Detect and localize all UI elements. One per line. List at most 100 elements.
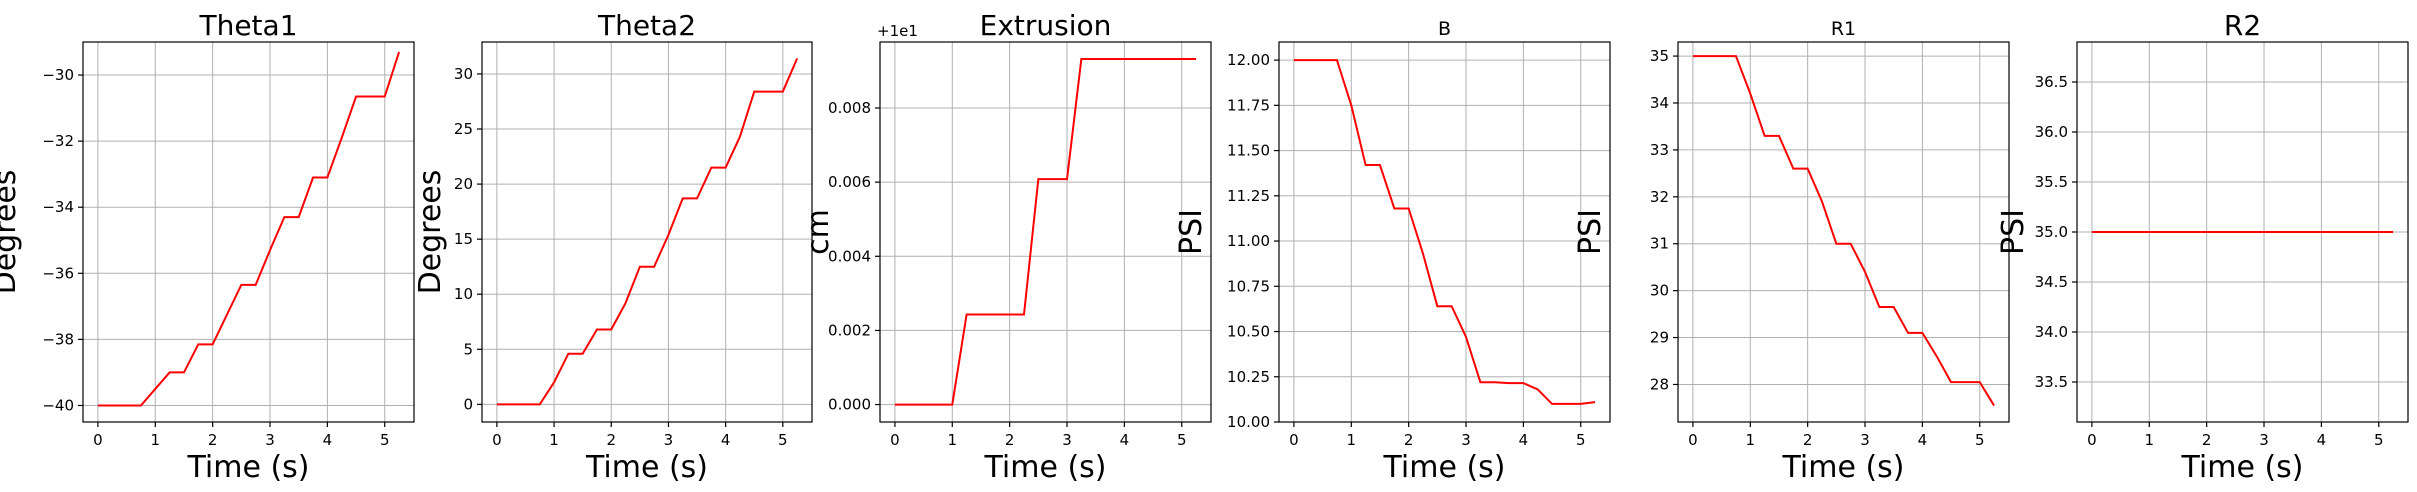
x-tick-label: 4 bbox=[1120, 431, 1130, 449]
y-tick-label: −30 bbox=[42, 66, 74, 84]
subplot-theta1: 0 1 2 3 4 5 −40 −38 −36 −34 −32 −30 Theta1 Time (s) De… bbox=[0, 9, 415, 485]
y-tick-label: 10.00 bbox=[1227, 413, 1270, 431]
y-tick-label: 0.000 bbox=[828, 396, 871, 414]
subplot-r2: 0 1 2 3 4 5 33.5 34.0 34.5 35.0 35.5 36.0 36.5 R2 Time… bbox=[1996, 9, 2409, 485]
series-line bbox=[1293, 59, 1596, 405]
x-tick-label: 0 bbox=[890, 431, 900, 449]
y-axis-label: PSI bbox=[1996, 209, 2031, 255]
y-tick-label: 11.25 bbox=[1227, 187, 1270, 205]
x-tick-label: 5 bbox=[1177, 431, 1187, 449]
y-tick-label: 32 bbox=[1650, 188, 1669, 206]
x-tick-label: 5 bbox=[778, 431, 788, 449]
x-tick-label: 4 bbox=[323, 431, 333, 449]
series-line bbox=[1692, 55, 1995, 407]
y-tick-label: 10.50 bbox=[1227, 323, 1270, 341]
y-tick-label: 10.25 bbox=[1227, 368, 1270, 386]
y-tick-label: 36.5 bbox=[2035, 73, 2068, 91]
x-axis-label: Time (s) bbox=[2181, 450, 2304, 485]
series-line bbox=[97, 51, 401, 407]
axes-frame bbox=[879, 41, 1212, 423]
y-tick-label: 35 bbox=[1650, 47, 1669, 65]
x-tick-label: 1 bbox=[2145, 431, 2155, 449]
x-tick-label: 1 bbox=[151, 431, 161, 449]
subplot-title: Extrusion bbox=[980, 9, 1112, 42]
y-tick-label: 5 bbox=[463, 340, 473, 358]
x-axis-label: Time (s) bbox=[585, 450, 708, 485]
subplot-title: R1 bbox=[1831, 18, 1856, 40]
x-tick-label: 1 bbox=[1746, 431, 1756, 449]
y-tick-label: 34.5 bbox=[2035, 273, 2068, 291]
y-tick-label: 0 bbox=[463, 395, 473, 413]
y-tick-label: 25 bbox=[454, 120, 473, 138]
x-tick-label: 2 bbox=[606, 431, 616, 449]
subplot-title: Theta2 bbox=[597, 9, 696, 42]
x-tick-label: 3 bbox=[1860, 431, 1870, 449]
y-tick-label: −40 bbox=[42, 396, 74, 414]
x-tick-label: 1 bbox=[948, 431, 958, 449]
x-tick-label: 3 bbox=[1461, 431, 1471, 449]
subplot-title: B bbox=[1438, 18, 1451, 40]
x-tick-label: 4 bbox=[721, 431, 731, 449]
x-tick-label: 5 bbox=[1975, 431, 1985, 449]
y-tick-label: 35.0 bbox=[2035, 223, 2068, 241]
x-tick-label: 3 bbox=[2259, 431, 2269, 449]
x-tick-label: 3 bbox=[664, 431, 674, 449]
x-axis-label: Time (s) bbox=[1782, 450, 1905, 485]
y-tick-label: 15 bbox=[454, 230, 473, 248]
x-tick-label: 0 bbox=[2087, 431, 2097, 449]
x-tick-label: 4 bbox=[1918, 431, 1928, 449]
y-offset-text: +1e1 bbox=[877, 22, 918, 40]
y-tick-label: 10.75 bbox=[1227, 277, 1270, 295]
x-axis-label: Time (s) bbox=[984, 450, 1107, 485]
x-tick-label: 0 bbox=[492, 431, 502, 449]
y-tick-label: −32 bbox=[42, 132, 74, 150]
y-tick-label: 30 bbox=[1650, 282, 1669, 300]
x-tick-label: 3 bbox=[265, 431, 275, 449]
x-tick-label: 2 bbox=[1803, 431, 1813, 449]
y-tick-label: 34.0 bbox=[2035, 323, 2068, 341]
y-axis-label: PSI bbox=[1573, 209, 1608, 255]
y-tick-label: 11.75 bbox=[1227, 96, 1270, 114]
y-tick-label: −36 bbox=[42, 264, 74, 282]
x-tick-label: 2 bbox=[1404, 431, 1414, 449]
y-tick-label: −38 bbox=[42, 330, 74, 348]
y-tick-label: 10 bbox=[454, 285, 473, 303]
subplot-extrusion: 0 1 2 3 4 5 0.000 0.002 0.004 0.006 0.008 +1e1 Extru… bbox=[801, 9, 1212, 485]
y-tick-label: 0.008 bbox=[828, 99, 871, 117]
y-tick-label: 34 bbox=[1650, 94, 1669, 112]
y-tick-label: 33.5 bbox=[2035, 373, 2068, 391]
x-tick-label: 2 bbox=[2202, 431, 2212, 449]
x-tick-label: 0 bbox=[93, 431, 103, 449]
y-tick-label: 0.006 bbox=[828, 173, 871, 191]
x-tick-label: 3 bbox=[1062, 431, 1072, 449]
axes-frame bbox=[1677, 41, 2010, 423]
x-tick-label: 0 bbox=[1688, 431, 1698, 449]
series-line bbox=[496, 58, 799, 406]
axes-frame bbox=[481, 41, 813, 423]
y-tick-label: 33 bbox=[1650, 141, 1669, 159]
x-tick-label: 5 bbox=[1576, 431, 1586, 449]
y-tick-label: 29 bbox=[1650, 329, 1669, 347]
y-tick-label: 11.50 bbox=[1227, 142, 1270, 160]
subplot-theta2: 0 1 2 3 4 5 0 5 10 15 20 25 30 Theta2 Time (s) Degrees bbox=[413, 9, 813, 485]
x-tick-label: 4 bbox=[1519, 431, 1529, 449]
y-tick-label: 35.5 bbox=[2035, 173, 2068, 191]
x-tick-label: 0 bbox=[1289, 431, 1299, 449]
axes-frame bbox=[82, 41, 415, 423]
x-axis-label: Time (s) bbox=[1383, 450, 1506, 485]
x-tick-label: 4 bbox=[2317, 431, 2327, 449]
y-tick-label: 0.004 bbox=[828, 247, 871, 265]
y-tick-label: 30 bbox=[454, 65, 473, 83]
x-tick-label: 1 bbox=[1347, 431, 1357, 449]
y-axis-label: Degrees bbox=[413, 170, 448, 295]
y-tick-label: 31 bbox=[1650, 235, 1669, 253]
y-axis-label: cm bbox=[801, 209, 836, 255]
y-tick-label: 12.00 bbox=[1227, 51, 1270, 69]
series-line bbox=[894, 58, 1197, 406]
subplot-title: Theta1 bbox=[198, 9, 297, 42]
y-axis-label: PSI bbox=[1174, 209, 1209, 255]
subplot-b: 0 1 2 3 4 5 10.00 10.25 10.50 10.75 11.00 11.25 11.5… bbox=[1174, 18, 1611, 485]
x-tick-label: 2 bbox=[1005, 431, 1015, 449]
